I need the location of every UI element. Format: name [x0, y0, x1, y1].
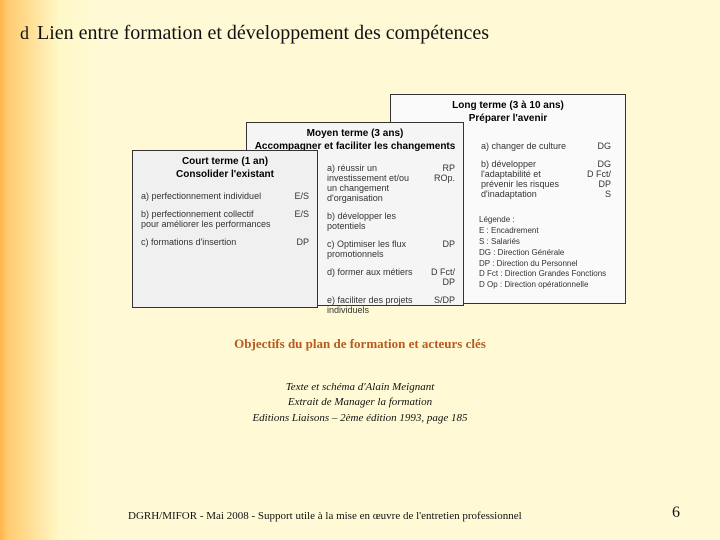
entry-label: b) développer l'adaptabilité et prévenir… [481, 159, 575, 199]
citation-l3: Editions Liaisons – 2ème édition 1993, p… [0, 411, 720, 426]
citation-l1: Texte et schéma d'Alain Meignant [0, 380, 720, 395]
bullet-icon: d [20, 23, 29, 44]
entry-label: a) perfectionnement individuel [141, 191, 273, 201]
entry-label: a) réussir un investissement et/ou un ch… [327, 163, 419, 203]
entry-label: a) changer de culture [481, 141, 575, 151]
entry-row: a) changer de culture DG [481, 141, 611, 151]
panel-long-header-l1: Long terme (3 à 10 ans) [397, 99, 619, 112]
entry-row: d) former aux métiers D Fct/ DP [327, 267, 455, 287]
entry-row: a) perfectionnement individuel E/S [141, 191, 309, 201]
diagram-caption: Objectifs du plan de formation et acteur… [0, 336, 720, 352]
entry-actor: D Fct/ DP [425, 267, 455, 287]
panel-short-header: Court terme (1 an) Consolider l'existant [133, 151, 317, 185]
entry-actor: S/DP [425, 295, 455, 305]
panel-short-body: a) perfectionnement individuel E/S b) pe… [133, 185, 317, 261]
citation-l2: Extrait de Manager la formation [0, 395, 720, 410]
legend: Légende : E : Encadrement S : Salariés D… [473, 209, 619, 297]
entry-label: b) perfectionnement collectif pour améli… [141, 209, 273, 229]
entry-label: b) développer les potentiels [327, 211, 419, 231]
legend-item: S : Salariés [479, 237, 613, 248]
title-row: d Lien entre formation et développement … [20, 22, 700, 45]
page-title: Lien entre formation et développement de… [37, 22, 489, 45]
entry-label: e) faciliter des projets individuels [327, 295, 419, 315]
entry-actor: DP [425, 239, 455, 249]
entry-row: c) formations d'insertion DP [141, 237, 309, 247]
footer-text: DGRH/MIFOR - Mai 2008 - Support utile à … [128, 510, 522, 522]
entry-actor: DP [279, 237, 309, 247]
entry-row: a) réussir un investissement et/ou un ch… [327, 163, 455, 203]
entry-actor: E/S [279, 209, 309, 219]
panel-long-body: a) changer de culture DG b) développer l… [473, 135, 619, 213]
entry-row: c) Optimiser les flux promotionnels DP [327, 239, 455, 259]
entry-actor: DG [581, 141, 611, 151]
panel-short-header-l1: Court terme (1 an) [139, 155, 311, 168]
entry-actor: E/S [279, 191, 309, 201]
legend-item: D Op : Direction opérationnelle [479, 280, 613, 291]
entry-label: c) Optimiser les flux promotionnels [327, 239, 419, 259]
entry-label: c) formations d'insertion [141, 237, 273, 247]
legend-item: D Fct : Direction Grandes Fonctions [479, 269, 613, 280]
panel-short-term: Court terme (1 an) Consolider l'existant… [132, 150, 318, 308]
entry-row: b) développer l'adaptabilité et prévenir… [481, 159, 611, 199]
entry-row: e) faciliter des projets individuels S/D… [327, 295, 455, 315]
legend-title: Légende : [479, 215, 613, 226]
legend-item: DG : Direction Générale [479, 248, 613, 259]
page-number: 6 [672, 504, 680, 522]
diagram-container: Long terme (3 à 10 ans) Préparer l'aveni… [132, 94, 632, 324]
entry-row: b) perfectionnement collectif pour améli… [141, 209, 309, 229]
panel-mid-header-l1: Moyen terme (3 ans) [253, 127, 457, 140]
legend-item: DP : Direction du Personnel [479, 259, 613, 270]
entry-label: d) former aux métiers [327, 267, 419, 277]
legend-item: E : Encadrement [479, 226, 613, 237]
citation: Texte et schéma d'Alain Meignant Extrait… [0, 380, 720, 426]
entry-actor: DG D Fct/ DP S [581, 159, 611, 199]
entry-actor: RP ROp. [425, 163, 455, 183]
panel-short-header-l2: Consolider l'existant [139, 168, 311, 181]
entry-row: b) développer les potentiels [327, 211, 455, 231]
